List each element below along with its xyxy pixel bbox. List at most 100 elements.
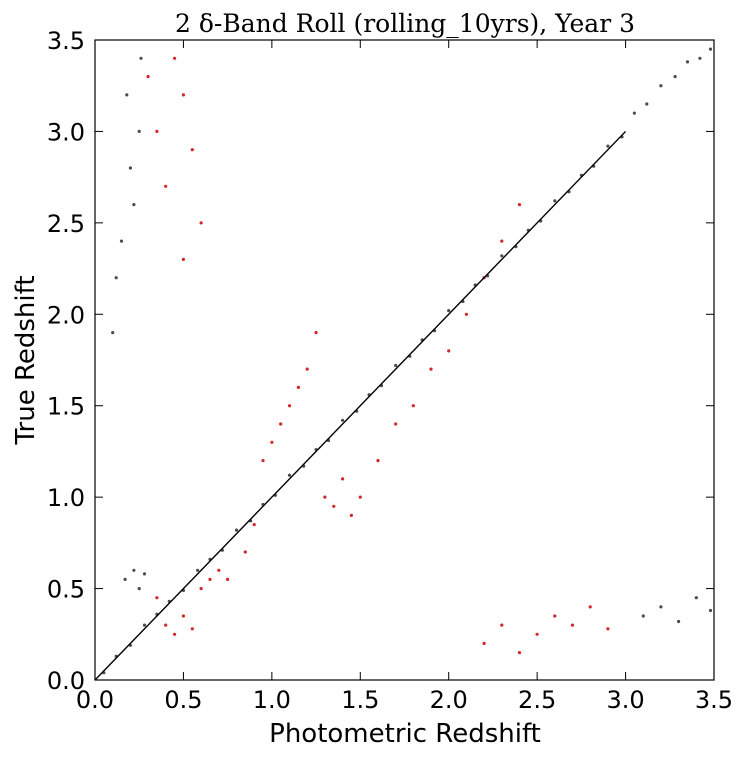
reference-line — [94, 130, 627, 681]
outlier-point — [305, 367, 309, 371]
outlier-point — [517, 651, 522, 655]
outlier-point — [208, 577, 212, 582]
outlier-point — [411, 404, 415, 408]
outlier-point — [181, 93, 185, 97]
outlier-point — [323, 495, 327, 499]
outlier-point — [146, 75, 150, 79]
outlier-point — [588, 605, 592, 609]
y-axis-label: True Redshift — [11, 275, 41, 445]
data-point — [394, 363, 398, 368]
y-tick-label: 3.5 — [47, 27, 85, 55]
x-tick-label: 2.5 — [518, 686, 556, 714]
chart-title: 2 δ-Band Roll (rolling_10yrs), Year 3 — [175, 9, 635, 38]
outlier-point — [287, 404, 292, 408]
data-point — [139, 56, 143, 60]
outlier-point — [482, 641, 486, 646]
outlier-point — [376, 459, 380, 463]
data-point — [659, 84, 663, 88]
x-tick-label: 1.0 — [253, 686, 291, 714]
tick-labels: 0.0 0.5 1.0 1.5 2.0 2.5 3.0 3.5 0.0 0.5 1.0 1.5 2.0 2… — [47, 27, 733, 714]
outlier-point — [164, 623, 168, 627]
ticks-layer — [94, 39, 715, 681]
outlier-point — [173, 632, 177, 636]
outlier-point — [155, 129, 159, 133]
outlier-point — [358, 495, 362, 499]
outlier-point — [296, 385, 300, 389]
data-point — [287, 473, 292, 477]
outlier-point — [252, 523, 256, 527]
data-point — [632, 111, 637, 115]
x-tick-label: 3.5 — [695, 686, 733, 714]
outlier-point — [181, 257, 185, 261]
data-point — [111, 331, 115, 335]
outlier-point — [349, 513, 353, 518]
y-tick-label: 3.0 — [47, 118, 85, 146]
outlier-point — [606, 627, 610, 631]
data-point — [645, 102, 649, 106]
outlier-point — [190, 148, 194, 152]
outlier-point — [447, 349, 451, 353]
outlier-point — [553, 614, 557, 618]
data-point — [500, 254, 504, 258]
outlier-point — [217, 568, 221, 572]
outlier-point — [173, 56, 177, 60]
data-point — [132, 203, 136, 207]
data-point — [142, 572, 147, 576]
y-tick-label: 0.5 — [47, 576, 85, 604]
data-point — [659, 605, 663, 609]
data-point — [673, 75, 677, 79]
outlier-point — [429, 367, 433, 371]
data-point — [677, 619, 681, 624]
data-point — [114, 276, 118, 280]
x-tick-label: 1.5 — [341, 686, 379, 714]
outlier-point — [394, 422, 398, 426]
outlier-point — [500, 239, 504, 243]
x-tick-label: 0.0 — [76, 686, 114, 714]
outlier-point — [314, 331, 318, 335]
data-point — [553, 199, 557, 203]
data-point — [708, 608, 713, 613]
data-point — [641, 614, 645, 618]
data-point — [234, 528, 239, 532]
outlier-point — [570, 623, 575, 627]
data-point — [196, 568, 200, 572]
outlier-point — [190, 627, 194, 631]
points-layer — [102, 47, 713, 675]
plot-frame — [94, 39, 715, 681]
outlier-point — [270, 440, 274, 444]
outlier-point — [464, 312, 468, 316]
outlier-point — [261, 459, 265, 463]
outlier-point — [341, 477, 345, 481]
data-point — [142, 623, 147, 627]
outlier-point — [535, 632, 539, 636]
outlier-point — [332, 504, 336, 508]
y-tick-label: 1.5 — [47, 393, 85, 421]
y-tick-label: 1.0 — [47, 484, 85, 512]
x-tick-label: 2.0 — [430, 686, 468, 714]
data-point — [123, 577, 127, 582]
data-point — [685, 60, 690, 64]
data-point — [606, 144, 610, 148]
data-point — [125, 93, 129, 97]
data-point — [698, 56, 702, 60]
data-point — [119, 239, 124, 243]
data-point — [341, 418, 345, 422]
outlier-point — [155, 596, 159, 600]
outlier-point — [181, 614, 185, 618]
outlier-point — [199, 587, 203, 591]
outlier-point — [199, 221, 203, 225]
y-tick-label: 0.0 — [47, 667, 85, 695]
data-point — [128, 166, 132, 170]
data-point — [694, 596, 698, 600]
x-tick-label: 0.5 — [164, 686, 202, 714]
data-point — [447, 309, 451, 313]
data-point — [708, 47, 713, 51]
outlier-point — [243, 550, 247, 554]
outlier-point — [500, 623, 504, 627]
data-point — [137, 587, 141, 591]
y-tick-label: 2.0 — [47, 301, 85, 329]
x-tick-label: 3.0 — [606, 686, 644, 714]
data-point — [132, 568, 136, 572]
x-axis-label: Photometric Redshift — [269, 719, 541, 749]
